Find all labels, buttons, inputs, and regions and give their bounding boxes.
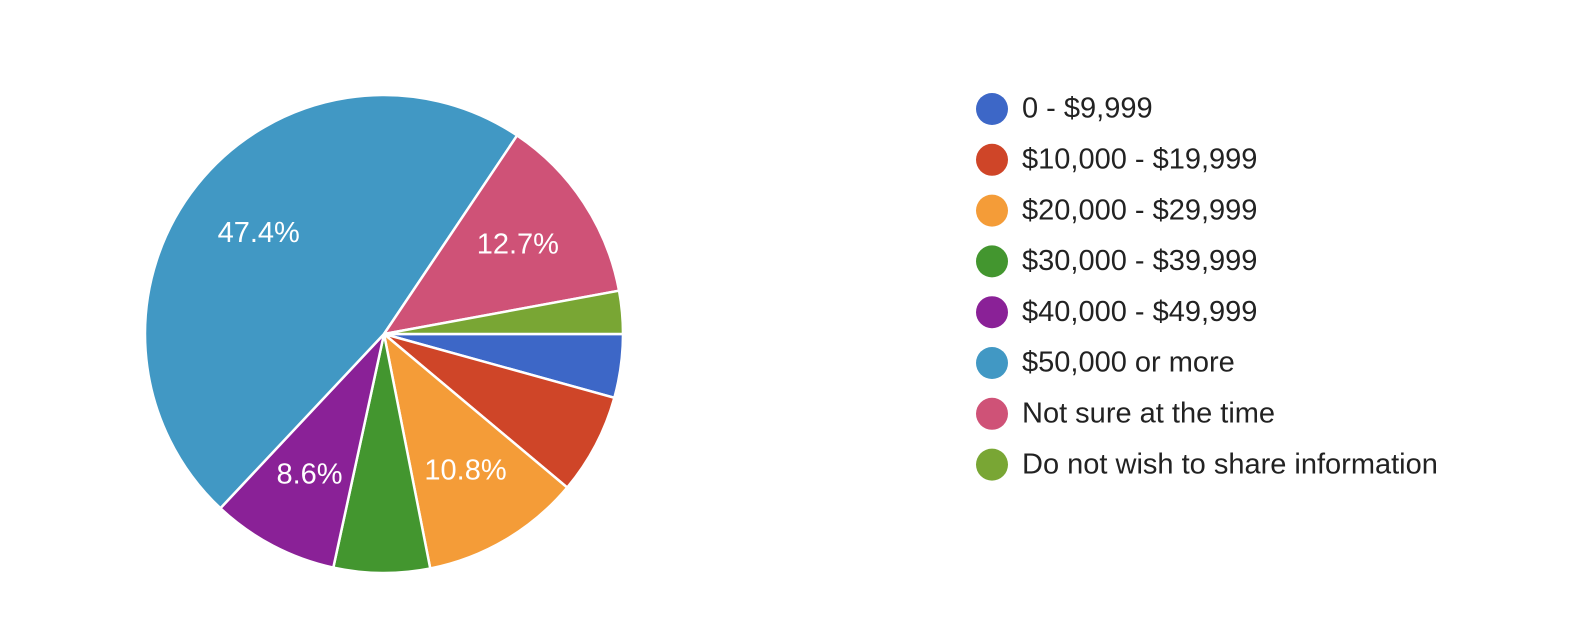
data-label: 12.7% <box>477 229 559 261</box>
legend-label: $10,000 - $19,999 <box>1022 143 1257 175</box>
pie-slice <box>383 289 625 336</box>
legend-label: Do not wish to share information <box>1022 448 1438 480</box>
legend-marker <box>976 194 1008 227</box>
legend-marker <box>976 397 1008 430</box>
pie-slice <box>143 93 519 510</box>
pie-slice <box>218 329 387 570</box>
data-label: 10.8% <box>424 454 506 486</box>
legend-label: $40,000 - $49,999 <box>1022 296 1257 328</box>
legend-marker <box>976 245 1008 278</box>
legend-label: $20,000 - $29,999 <box>1022 194 1257 226</box>
legend-label: 0 - $9,999 <box>1022 93 1153 125</box>
pie-slice <box>382 330 569 570</box>
legend-label: $50,000 or more <box>1022 347 1235 379</box>
data-label: 8.6% <box>276 458 342 490</box>
legend-marker <box>976 448 1008 481</box>
data-label: 47.4% <box>218 217 300 249</box>
legend-marker <box>976 143 1008 176</box>
legend-label: $30,000 - $39,999 <box>1022 245 1257 277</box>
legend-marker <box>976 93 1008 125</box>
legend-label: Not sure at the time <box>1022 397 1275 429</box>
pie-slice <box>381 133 621 336</box>
legend-marker <box>976 347 1008 379</box>
legend-marker <box>976 296 1008 329</box>
